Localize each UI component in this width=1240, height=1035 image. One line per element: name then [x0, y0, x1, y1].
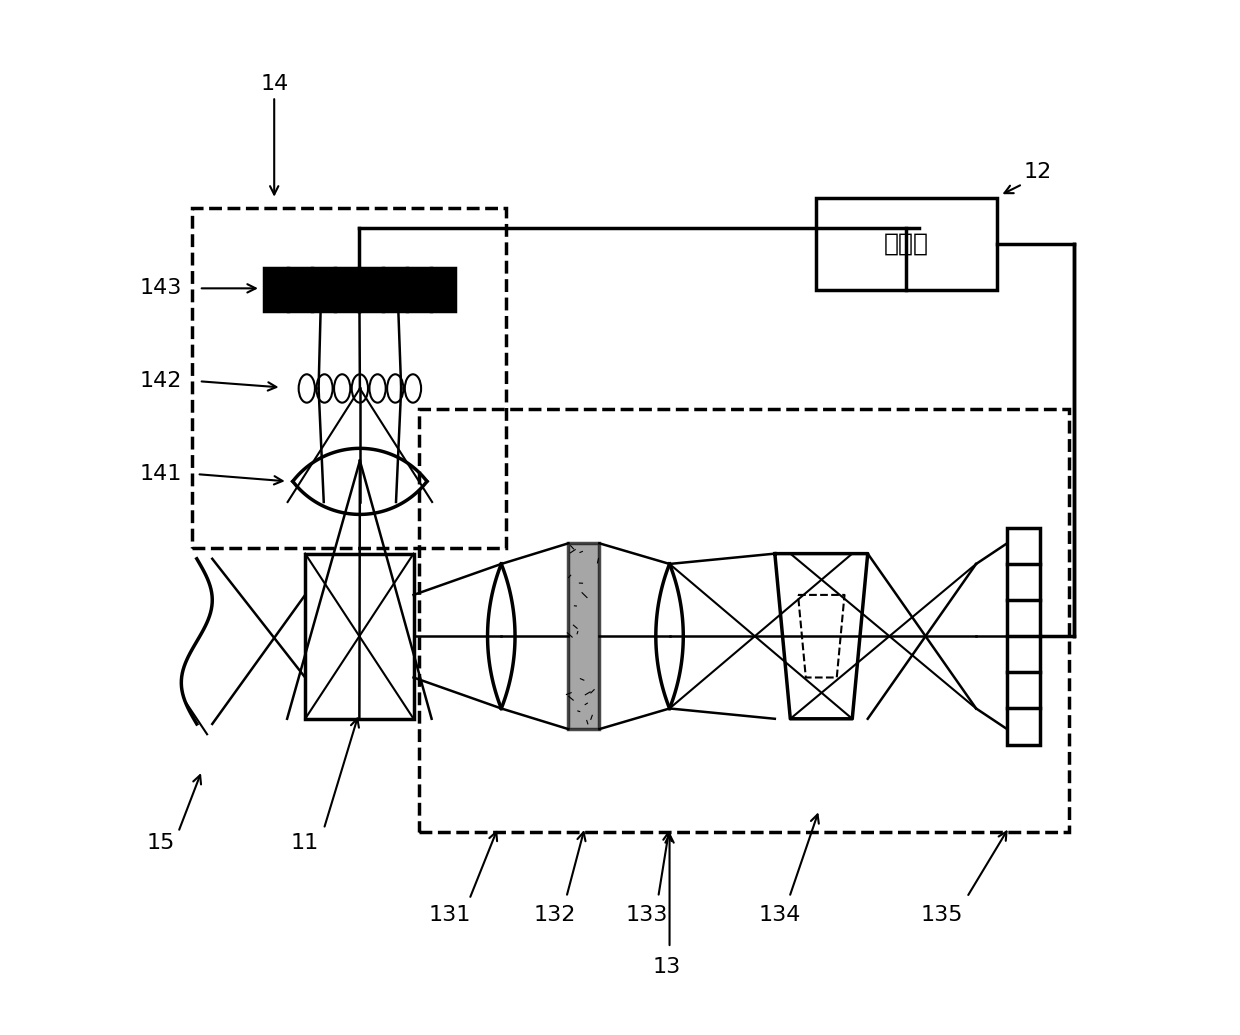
Text: 133: 133 [626, 905, 668, 925]
Bar [1007, 528, 1040, 744]
Bar [568, 543, 599, 729]
Text: 11: 11 [291, 832, 319, 853]
Text: 141: 141 [139, 464, 182, 484]
Text: 134: 134 [759, 905, 801, 925]
Bar [419, 409, 1069, 832]
Bar [264, 268, 455, 312]
Bar [305, 554, 414, 718]
Text: 132: 132 [533, 905, 577, 925]
Text: 15: 15 [146, 832, 175, 853]
Text: 13: 13 [652, 956, 681, 976]
Bar [192, 208, 506, 549]
Text: 控制器: 控制器 [884, 232, 929, 256]
Text: 12: 12 [1024, 161, 1053, 182]
Text: 131: 131 [429, 905, 471, 925]
Text: 142: 142 [139, 372, 182, 391]
Text: 14: 14 [260, 73, 289, 94]
Text: 135: 135 [921, 905, 963, 925]
Bar [816, 198, 997, 291]
Text: 143: 143 [139, 278, 182, 298]
